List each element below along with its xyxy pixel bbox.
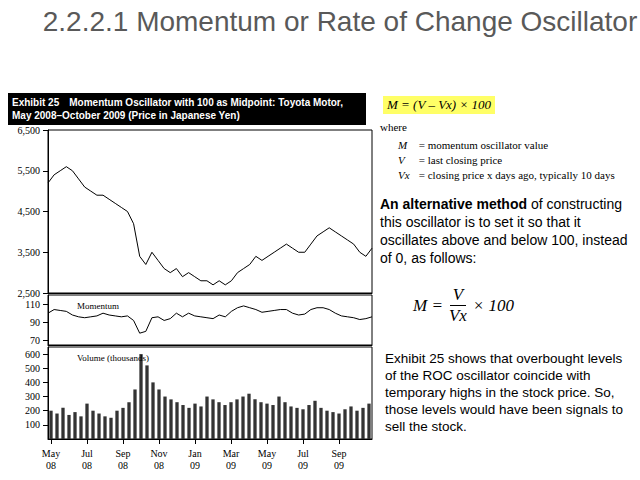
svg-text:May: May [42,448,60,459]
svg-text:Jan: Jan [188,448,201,459]
html-text:M =: M = [413,295,443,315]
svg-text:Jul: Jul [297,448,309,459]
svg-text:08: 08 [46,460,56,471]
svg-text:500: 500 [25,363,40,374]
html-text:= momentum oscillator value: = momentum oscillator value [416,139,549,151]
html-text:V: V [452,285,463,304]
svg-text:Sep: Sep [116,448,131,459]
html-text:2.2.2.1 Momentum or Rate of Ch: 2.2.2.1 Momentum or Rate of Change Oscil… [42,6,638,37]
html-text:Vx: Vx [448,306,467,325]
svg-text:08: 08 [118,460,128,471]
svg-text:Volume (thousands): Volume (thousands) [77,353,149,363]
html-text:An alternative method of const: An alternative method of constructing th… [380,196,628,266]
html-text:Exhibit 25 shows that overboug: Exhibit 25 shows that overbought levels … [385,351,623,434]
svg-text:110: 110 [25,299,40,310]
svg-text:90: 90 [30,317,40,328]
svg-text:09: 09 [334,460,344,471]
html-text:where: where [380,121,407,133]
svg-text:600: 600 [25,349,40,360]
html-text:× 100: × 100 [472,295,515,315]
svg-text:Nov: Nov [150,448,167,459]
svg-text:09: 09 [226,460,236,471]
svg-text:Momentum: Momentum [77,301,119,311]
html-text:= closing price x days ago, ty: = closing price x days ago, typically 10… [416,169,615,181]
svg-text:2,500: 2,500 [18,288,41,299]
svg-text:70: 70 [30,335,40,346]
svg-text:6,500: 6,500 [18,125,41,136]
svg-text:300: 300 [25,391,40,402]
html-text:Momentum Oscillator with 100 a: Momentum Oscillator with 100 as Midpoint… [12,97,343,121]
svg-text:Mar: Mar [223,448,240,459]
svg-text:08: 08 [154,460,164,471]
svg-text:09: 09 [298,460,308,471]
html-text:Exhibit 25: Exhibit 25 [12,97,60,108]
html-text:V: V [398,154,405,166]
html-text:= last closing price: = last closing price [416,154,503,166]
html-text:M = (V – Vx) × 100: M = (V – Vx) × 100 [387,97,491,112]
svg-text:May: May [258,448,276,459]
svg-text:200: 200 [25,405,40,416]
svg-text:5,500: 5,500 [18,165,41,176]
svg-text:4,500: 4,500 [18,206,41,217]
svg-text:09: 09 [190,460,200,471]
svg-text:100: 100 [25,419,40,430]
svg-text:400: 400 [25,377,40,388]
svg-text:Sep: Sep [332,448,347,459]
svg-text:08: 08 [82,460,92,471]
svg-text:09: 09 [262,460,272,471]
html-text:Vx: Vx [398,169,410,181]
html-text:M: M [398,139,408,151]
svg-text:Jul: Jul [81,448,93,459]
svg-text:3,500: 3,500 [18,247,41,258]
